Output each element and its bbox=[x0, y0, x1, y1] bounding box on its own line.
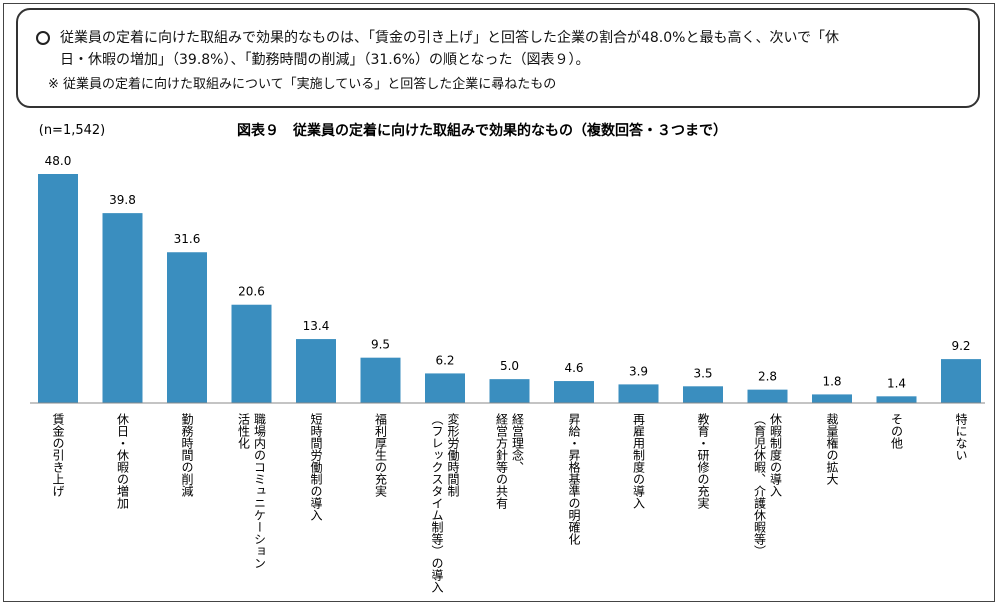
bar-12 bbox=[747, 389, 788, 403]
bar-value-label: 2.8 bbox=[758, 370, 777, 384]
chart-title: 図表９ 従業員の定着に向けた取組みで効果的なもの（複数回答・３つまで） bbox=[237, 122, 727, 139]
bar-1 bbox=[38, 174, 78, 403]
bar-value-label: 31.6 bbox=[174, 232, 201, 246]
bar-value-label: 6.2 bbox=[435, 353, 454, 367]
category-label: その他 bbox=[890, 413, 904, 449]
bar-11 bbox=[683, 386, 723, 403]
category-label: 休暇制度の導入 bbox=[769, 413, 783, 497]
bar-value-label: 1.8 bbox=[822, 374, 841, 388]
bar-3 bbox=[167, 252, 207, 403]
category-label: 賃金の引き上げ bbox=[51, 412, 65, 497]
category-label: 休日・休暇の増加 bbox=[116, 413, 130, 510]
summary-line-1: 従業員の定着に向けた取組みで効果的なものは、「賃金の引き上げ」と回答した企業の割… bbox=[60, 30, 840, 46]
category-label: 昇給・昇格基準の明確化 bbox=[567, 413, 581, 546]
category-label: 短時間労働制の導入 bbox=[309, 413, 323, 521]
bar-value-label: 39.8 bbox=[109, 193, 136, 207]
category-label: 勤務時間の削減 bbox=[180, 413, 194, 498]
category-label: 活性化 bbox=[237, 413, 251, 450]
bar-value-label: 5.0 bbox=[500, 359, 519, 373]
category-label: 福利厚生の充実 bbox=[374, 412, 388, 498]
bar-8 bbox=[489, 379, 530, 403]
bar-14 bbox=[876, 396, 917, 403]
bar-value-label: 9.5 bbox=[371, 338, 390, 352]
bar-value-label: 1.4 bbox=[887, 376, 906, 390]
bar-5 bbox=[296, 339, 336, 403]
category-label: （フレックスタイム制等）の導入 bbox=[430, 413, 444, 593]
bar-value-label: 48.0 bbox=[45, 154, 72, 168]
category-label: 変形労働時間制 bbox=[446, 412, 460, 497]
summary-line-2: 日・休暇の増加」（39.8%）、「勤務時間の削減」（31.6%）の順となった（図… bbox=[60, 52, 590, 68]
summary-box: 従業員の定着に向けた取組みで効果的なものは、「賃金の引き上げ」と回答した企業の割… bbox=[16, 8, 980, 108]
summary-note: ※ 従業員の定着に向けた取組みについて「実施している」と回答した企業に尋ねたもの bbox=[48, 77, 557, 92]
category-label: 経営理念、 bbox=[511, 413, 525, 473]
bar-7 bbox=[425, 373, 465, 403]
category-label: 特にない bbox=[954, 412, 968, 461]
bar-9 bbox=[554, 381, 594, 403]
category-label: 裁量権の拡大 bbox=[825, 413, 839, 485]
sample-size: (n=1,542) bbox=[39, 123, 106, 138]
category-label: 再雇用制度の導入 bbox=[632, 413, 646, 509]
bar-2 bbox=[102, 213, 143, 403]
bar-value-label: 3.5 bbox=[693, 366, 712, 380]
bar-value-label: 4.6 bbox=[564, 361, 583, 375]
category-label: 職場内のコミュニケーション bbox=[253, 413, 267, 569]
bar-value-label: 3.9 bbox=[629, 364, 648, 378]
category-label: 教育・研修の充実 bbox=[696, 412, 710, 510]
category-label: 経営方針等の共有 bbox=[495, 413, 509, 509]
bar-value-label: 20.6 bbox=[238, 285, 265, 299]
bar-6 bbox=[360, 357, 401, 403]
bar-4 bbox=[231, 304, 272, 403]
circle-bullet-icon bbox=[36, 31, 50, 45]
bar-10 bbox=[618, 384, 659, 403]
bar-value-label: 9.2 bbox=[951, 339, 970, 353]
bar-value-label: 13.4 bbox=[303, 319, 330, 333]
bar-15 bbox=[941, 359, 981, 403]
bar-13 bbox=[812, 394, 852, 403]
category-label: （育児休暇、介護休暇等） bbox=[753, 413, 767, 557]
